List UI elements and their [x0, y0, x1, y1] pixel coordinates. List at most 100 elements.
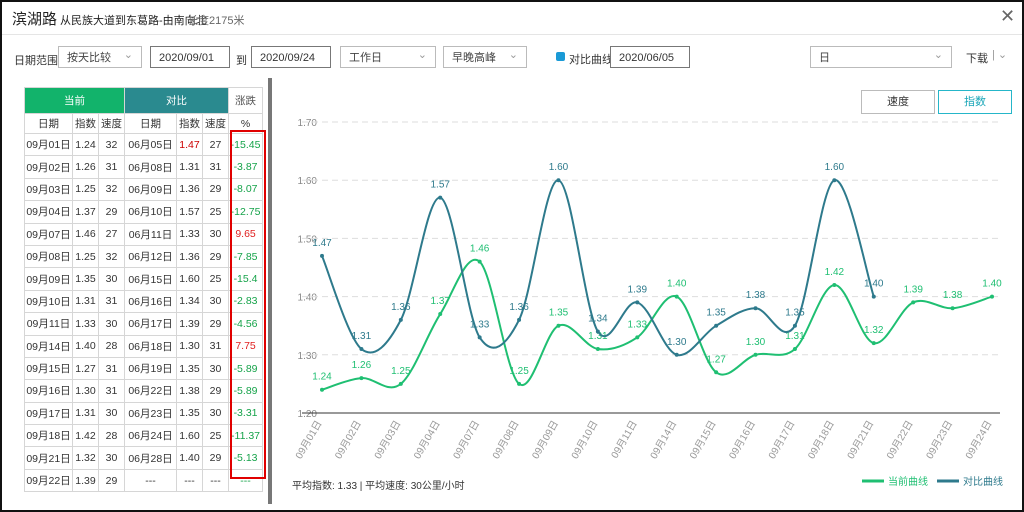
data-point: [477, 259, 482, 264]
group-header: 当前: [23, 87, 126, 114]
table-cell: 30: [202, 289, 230, 314]
data-point: [477, 335, 482, 340]
x-tick-label: 09月22日: [884, 419, 916, 462]
table-cell: 30: [97, 446, 126, 470]
x-tick-label: 09月17日: [766, 419, 798, 462]
data-point: [871, 341, 876, 346]
table-cell: -2.83: [228, 289, 264, 314]
data-point: [438, 312, 443, 317]
series-line: [321, 179, 875, 356]
column-header: 日期: [24, 113, 73, 134]
data-point: [517, 381, 522, 386]
data-point: [556, 178, 561, 183]
table-cell: 1.38: [176, 379, 204, 403]
table-cell: 27: [97, 222, 126, 246]
table-cell: 1.34: [176, 289, 204, 314]
table-cell: 27: [202, 132, 230, 157]
table-cell: 09月07日: [24, 222, 73, 246]
x-tick-label: 09月21日: [845, 419, 877, 462]
length: 长度2175米: [187, 15, 245, 27]
data-label: 1.57: [431, 180, 451, 191]
data-label: 1.35: [706, 308, 726, 319]
data-point: [911, 300, 916, 305]
table-cell: 09月09日: [24, 267, 73, 291]
data-point: [438, 195, 443, 200]
data-point: [320, 387, 324, 392]
table-cell: 06月09日: [124, 177, 178, 202]
compare-mode-select[interactable]: 按天比较: [58, 44, 142, 68]
x-tick-label: 09月10日: [569, 419, 601, 462]
table-cell: 1.39: [176, 312, 204, 336]
table-cell: 09月10日: [24, 289, 73, 314]
legend-label: 对比曲线: [963, 475, 1003, 488]
index-tab[interactable]: 指数: [938, 90, 1012, 114]
table-cell: 1.32: [72, 446, 99, 470]
table-cell: 06月24日: [124, 424, 178, 448]
table-cell: 30: [97, 267, 126, 291]
table-cell: 31: [97, 379, 126, 403]
table-cell: ---: [124, 468, 178, 493]
table-cell: 1.31: [176, 155, 204, 179]
table-cell: 30: [202, 356, 230, 381]
data-point: [398, 381, 403, 386]
table-cell: 29: [202, 177, 230, 202]
data-label: 1.27: [706, 354, 726, 365]
checkbox[interactable]: [556, 52, 565, 61]
data-label: 1.38: [746, 290, 766, 301]
period-select[interactable]: 早晚高峰: [443, 44, 527, 68]
table-cell: -5.13: [228, 446, 264, 470]
table-cell: 29: [97, 200, 126, 224]
start-date[interactable]: 2020/09/01: [150, 46, 230, 68]
table-cell: ---: [176, 468, 204, 493]
data-label: 1.37: [431, 296, 451, 307]
series-line: [321, 258, 993, 391]
table-cell: 06月11日: [124, 222, 178, 246]
table-cell: 06月23日: [124, 401, 178, 426]
download-button[interactable]: 下载: [966, 53, 988, 65]
table-cell: 06月28日: [124, 446, 178, 470]
speed-tab[interactable]: 速度: [861, 90, 935, 114]
table-cell: 1.42: [72, 424, 99, 448]
table-cell: 1.57: [176, 200, 204, 224]
granularity-select[interactable]: 日: [810, 44, 952, 68]
close-button[interactable]: ✕: [1000, 6, 1016, 26]
compare-date[interactable]: 2020/06/05: [610, 46, 690, 68]
table-cell: 06月15日: [124, 267, 178, 291]
table-cell: 29: [202, 312, 230, 336]
splitter: [268, 78, 272, 504]
table-cell: 7.75: [228, 334, 264, 358]
data-label: 1.34: [588, 314, 608, 325]
data-label: 1.33: [628, 319, 648, 330]
day-type-select[interactable]: 工作日: [340, 44, 436, 68]
data-point: [320, 253, 324, 258]
table-cell: 30: [97, 401, 126, 426]
table-cell: 09月14日: [24, 334, 73, 358]
column-header: 日期: [124, 113, 178, 134]
table-cell: 28: [97, 334, 126, 358]
end-date[interactable]: 2020/09/24: [251, 46, 331, 68]
table-cell: 32: [97, 132, 126, 157]
table-cell: 1.31: [72, 289, 99, 314]
download-caret: | ⌄: [992, 49, 1008, 61]
compare-checkbox-label[interactable]: 对比曲线: [569, 54, 613, 66]
date-range-label: 日期范围: [14, 55, 58, 67]
table-cell: 06月22日: [124, 379, 178, 403]
table-cell: 1.46: [72, 222, 99, 246]
data-point: [674, 352, 679, 357]
data-label: 1.31: [785, 331, 805, 342]
table-cell: 06月16日: [124, 289, 178, 314]
x-tick-label: 09月16日: [727, 419, 759, 462]
table-cell: -5.89: [228, 356, 264, 381]
data-label: 1.60: [549, 162, 569, 173]
y-tick-label: 1.50: [298, 234, 318, 245]
highlight-box: [230, 130, 266, 479]
table-cell: 1.35: [176, 356, 204, 381]
data-label: 1.25: [509, 366, 529, 377]
table-cell: 06月10日: [124, 200, 178, 224]
data-label: 1.24: [312, 372, 332, 383]
table-cell: 1.39: [72, 468, 99, 493]
column-header: 指数: [72, 113, 99, 134]
data-label: 1.39: [903, 284, 923, 295]
data-label: 1.30: [667, 337, 687, 348]
data-label: 1.42: [825, 267, 845, 278]
